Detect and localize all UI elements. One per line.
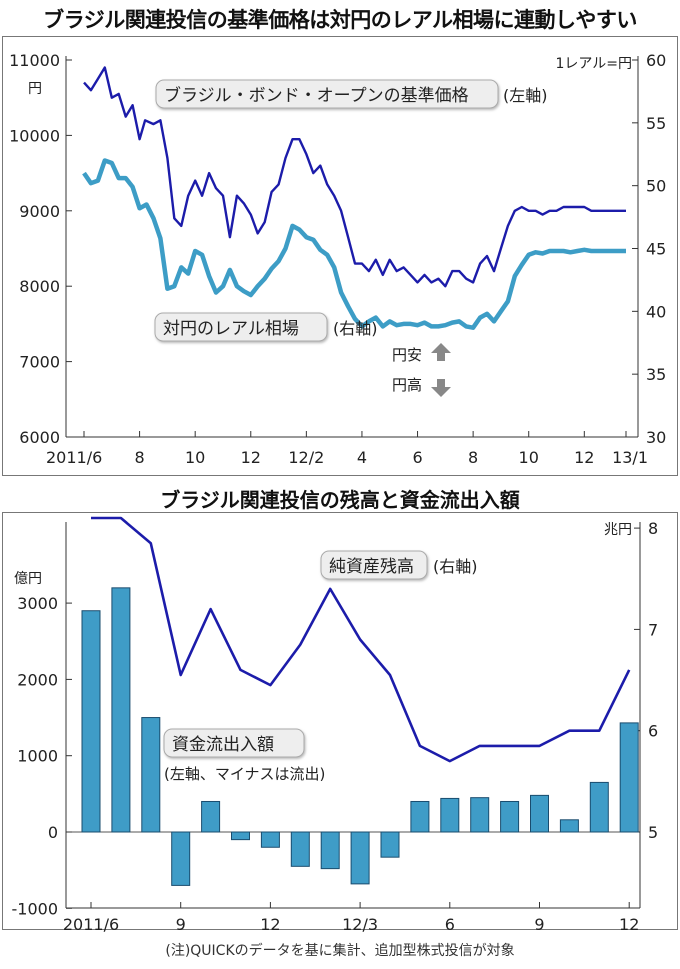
chart1-x-tick-label: 10: [185, 448, 205, 467]
flow-bar: [141, 717, 161, 833]
chart1-right-unit: 1レアル=円: [556, 56, 633, 72]
chart2-x-tick-label: 9: [176, 915, 186, 934]
chart1-x-tick-label: 10: [519, 448, 539, 467]
chart1-left-tick-label: 9000: [19, 202, 60, 221]
flow-bar: [380, 831, 400, 858]
chart1-title: ブラジル関連投信の基準価格は対円のレアル相場に連動しやすい: [43, 8, 637, 32]
chart1-x-tick-label: 8: [134, 448, 144, 467]
up-arrow-icon: [431, 343, 451, 361]
down-arrow-icon: [431, 379, 451, 397]
flow-bar: [500, 800, 520, 833]
bond-fund-price-line: [83, 66, 626, 288]
flow-bar: [559, 819, 579, 833]
chart2-right-tick-label: 5: [648, 823, 658, 842]
net-assets-label-box: [320, 550, 428, 580]
real-yen-rate-line: [82, 158, 626, 330]
chart1-panel: [2, 36, 678, 476]
chart2-x-tick-label: 12/3: [342, 915, 378, 934]
flow-bar: [410, 800, 430, 833]
weak-yen-label: 円安: [392, 346, 422, 364]
chart1-x-tick-label: 6: [412, 448, 422, 467]
chart1-left-tick-label: 7000: [19, 353, 60, 372]
chart2: 3000 2000 1000 0 -1000 億円 8 7 6 5 兆円 2011/6 9 12 12/3 6…: [12, 516, 658, 934]
strong-yen-label: 円高: [392, 376, 422, 394]
flow-bar: [440, 797, 460, 833]
flow-bar: [589, 781, 609, 833]
chart1-x-tick-label: 8: [468, 448, 478, 467]
chart2-left-tick-label: 0: [48, 823, 58, 842]
net-assets-label: 純資産残高: [329, 557, 414, 577]
flow-bar: [619, 722, 639, 833]
flow-note: (左軸、マイナスは流出): [164, 765, 325, 783]
chart2-x-tick-label: 2011/6: [63, 915, 119, 934]
chart2-right-tick-label: 6: [648, 722, 658, 741]
bond-fund-label-box: [155, 79, 499, 109]
real-yen-label-box: [154, 312, 328, 342]
flow-bar: [290, 831, 310, 867]
chart1: 11000 10000 9000 8000 7000 6000 円 60 55 50 45 40 35 3…: [9, 51, 666, 467]
chart2-left-tick-label: -1000: [12, 899, 59, 918]
chart1-x-tick-label: 4: [357, 448, 367, 467]
flow-bar: [320, 831, 340, 870]
chart2-left-tick-label: 3000: [17, 594, 58, 613]
chart1-right-tick-label: 45: [646, 240, 666, 259]
chart1-left-tick-label: 10000: [9, 126, 60, 145]
chart1-right-tick-label: 40: [646, 302, 666, 321]
flow-bar: [530, 794, 549, 833]
chart1-right-tick-label: 50: [646, 177, 666, 196]
chart1-x-tick-label: 12/2: [288, 448, 324, 467]
chart2-title: ブラジル関連投信の残高と資金流出入額: [160, 488, 520, 512]
net-assets-line: [91, 516, 631, 763]
flow-bar: [470, 797, 490, 833]
real-yen-axis-note: (右軸): [333, 319, 378, 338]
chart2-panel: [2, 512, 678, 930]
chart1-right-tick-label: 60: [646, 51, 666, 70]
flow-bar: [171, 831, 191, 886]
chart1-right-tick-label: 35: [646, 365, 666, 384]
chart2-left-tick-label: 2000: [17, 670, 58, 689]
net-assets-axis-note: (右軸): [433, 557, 478, 576]
real-yen-label: 対円のレアル相場: [163, 319, 299, 339]
chart1-left-tick-label: 8000: [19, 277, 60, 296]
chart2-right-tick-label: 7: [648, 620, 658, 639]
chart1-x-tick-label: 12: [241, 448, 261, 467]
chart2-x-tick-label: 9: [534, 915, 544, 934]
flow-bar: [201, 800, 221, 833]
chart1-x-tick-label: 12: [574, 448, 594, 467]
chart2-left-tick-label: 1000: [17, 747, 58, 766]
flow-bar: [81, 610, 101, 833]
chart2-x-tick-label: 6: [445, 915, 455, 934]
chart1-x-tick-label: 13/1: [612, 448, 648, 467]
chart1-x-tick-label: 2011/6: [46, 448, 102, 467]
footnote: (注)QUICKのデータを基に集計、追加型株式投信が対象: [165, 943, 515, 959]
chart2-right-tick-label: 8: [648, 519, 658, 538]
chart2-left-unit: 億円: [14, 571, 42, 587]
bond-fund-axis-note: (左軸): [503, 86, 548, 105]
chart1-left-tick-label: 6000: [19, 428, 60, 447]
chart1-left-unit: 円: [28, 81, 42, 97]
flow-bar: [350, 831, 370, 885]
flow-bar: [111, 587, 131, 833]
chart1-right-tick-label: 55: [646, 114, 666, 133]
chart1-left-tick-label: 11000: [9, 51, 60, 70]
flow-label-box: [163, 728, 305, 758]
flow-bar: [260, 831, 280, 848]
chart1-right-tick-label: 30: [646, 428, 666, 447]
bond-fund-label: ブラジル・ボンド・オープンの基準価格: [164, 85, 469, 106]
chart2-x-tick-label: 12: [619, 915, 639, 934]
chart2-x-tick-label: 12: [260, 915, 280, 934]
chart2-right-unit: 兆円: [604, 522, 632, 538]
flow-bar: [231, 831, 250, 841]
flow-label: 資金流出入額: [172, 735, 274, 755]
